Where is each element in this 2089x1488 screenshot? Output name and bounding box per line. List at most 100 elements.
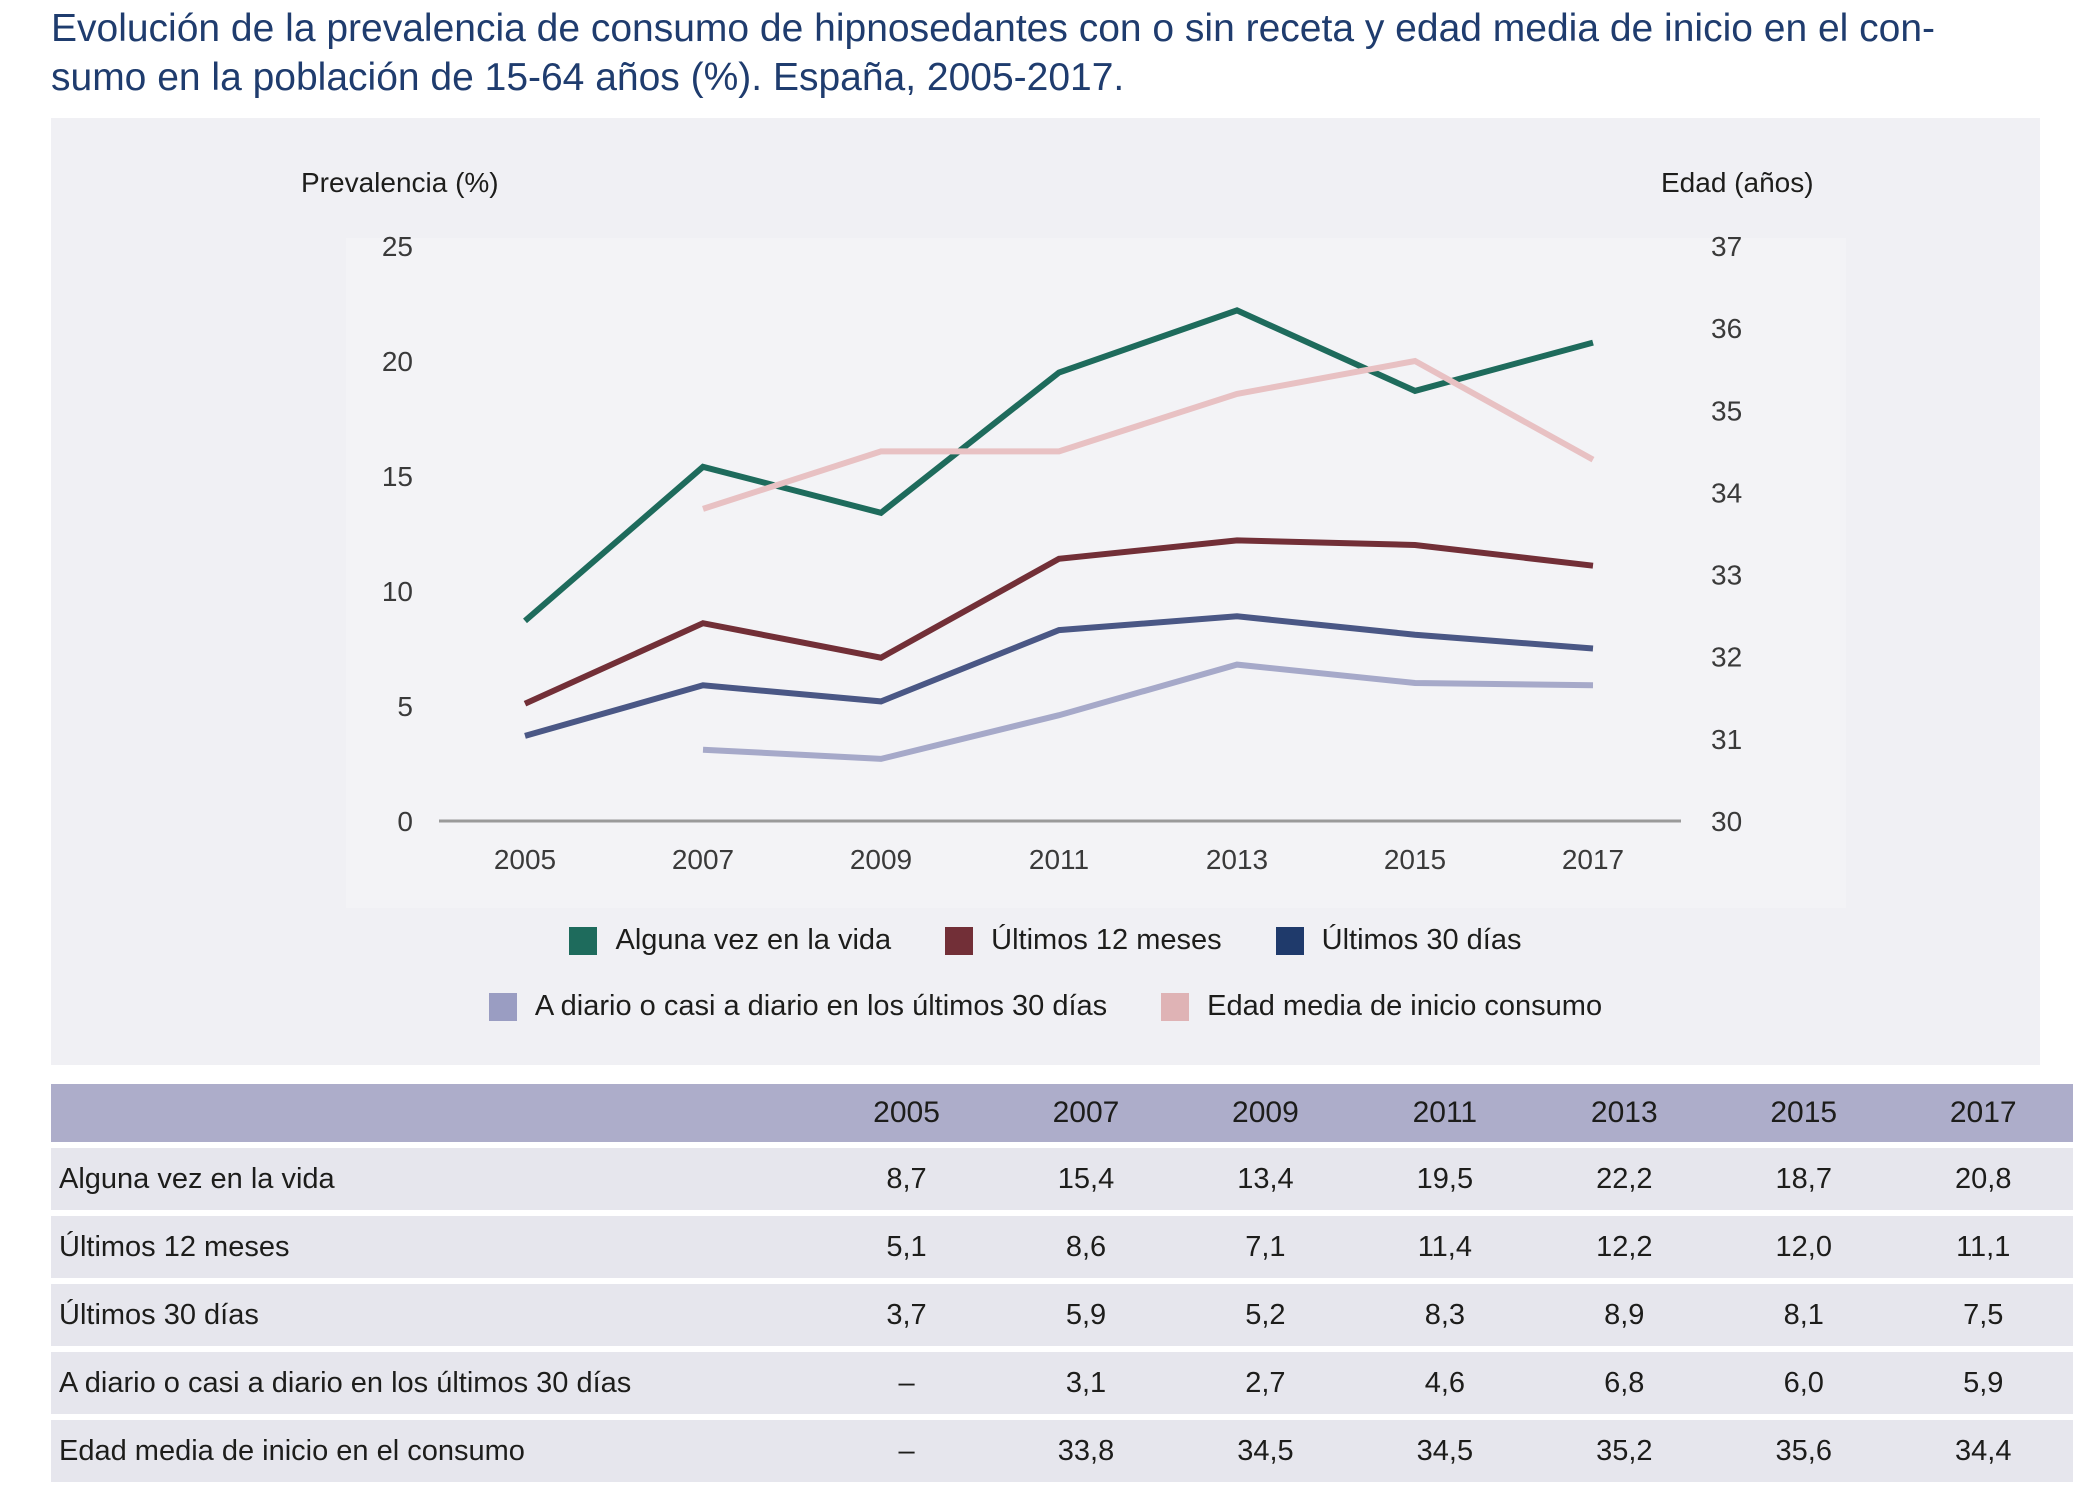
- table-cell: 5,1: [816, 1216, 997, 1278]
- legend-label: Últimos 30 días: [1321, 924, 1522, 956]
- legend-item: A diario o casi a diario en los últimos …: [488, 990, 1108, 1023]
- y-tick-left: 0: [397, 806, 413, 837]
- table-cell: –: [816, 1352, 997, 1414]
- legend-swatch: [569, 926, 598, 955]
- table-cell: 19,5: [1355, 1148, 1535, 1210]
- data-table: 2005 2007 2009 2011 2013 2015 2017 Alguna vez …: [51, 1078, 2073, 1488]
- chart-title: Evolución de la prevalencia de consumo d…: [51, 4, 2061, 102]
- table-header-year: 2011: [1355, 1084, 1535, 1142]
- x-tick: 2011: [1029, 844, 1089, 875]
- table-cell: 34,5: [1355, 1420, 1535, 1482]
- table-cell: 33,8: [996, 1420, 1176, 1482]
- y-tick-left: 15: [382, 461, 413, 492]
- table-row-label: Edad media de inicio en el consumo: [51, 1420, 817, 1482]
- table-cell: 22,2: [1534, 1148, 1715, 1210]
- x-tick: 2007: [672, 844, 734, 875]
- table-cell: 5,9: [996, 1284, 1176, 1346]
- table-cell: 11,4: [1355, 1216, 1535, 1278]
- plot-background: [346, 238, 1846, 908]
- legend-swatch: [1275, 926, 1304, 955]
- series-line-1: [523, 307, 1594, 624]
- table-row: Edad media de inicio en el consumo –33,8 3…: [51, 1420, 2073, 1482]
- table-row: Últimos 12 meses 5,1 8,6 7,1 11,4 12,2 12,0 11,…: [51, 1216, 2073, 1278]
- table-cell: 11,1: [1893, 1216, 2073, 1278]
- y-tick-left: 25: [382, 231, 413, 262]
- series-line-3: [524, 613, 1594, 739]
- table-row-label: A diario o casi a diario en los últimos …: [51, 1352, 817, 1414]
- table-header-year: 2015: [1714, 1084, 1894, 1142]
- table-row-label: Últimos 30 días: [51, 1284, 817, 1346]
- table-header-year: 2013: [1534, 1084, 1715, 1142]
- table-cell: 12,0: [1714, 1216, 1894, 1278]
- table-header-corner: [51, 1084, 817, 1142]
- series-line-2: [523, 537, 1594, 707]
- legend-item: Últimos 12 meses: [945, 924, 1222, 957]
- x-tick: 2013: [1206, 844, 1268, 875]
- table-cell: 35,2: [1534, 1420, 1715, 1482]
- y-tick-right: 35: [1711, 395, 1742, 426]
- y-tick-right: 32: [1711, 642, 1742, 673]
- y-tick-right: 33: [1711, 560, 1742, 591]
- legend-item: Últimos 30 días: [1275, 924, 1522, 957]
- table-header-year: 2009: [1175, 1084, 1356, 1142]
- chart-panel: Prevalencia (%) Edad (años) 0 5 10 15 20 25 3…: [51, 118, 2040, 1065]
- legend-swatch: [1161, 992, 1190, 1021]
- legend-label: Alguna vez en la vida: [615, 924, 892, 956]
- y-tick-right: 37: [1711, 231, 1742, 262]
- legend-swatch: [488, 992, 517, 1021]
- table-cell: 18,7: [1714, 1148, 1894, 1210]
- table-header-year: 2017: [1893, 1084, 2073, 1142]
- x-tick: 2009: [850, 844, 912, 875]
- y-tick-right: 31: [1711, 724, 1742, 755]
- y-tick-right: 34: [1711, 477, 1742, 508]
- table-cell: 34,4: [1893, 1420, 2073, 1482]
- table-cell: 12,2: [1534, 1216, 1715, 1278]
- table-header-row: 2005 2007 2009 2011 2013 2015 2017: [51, 1084, 2073, 1142]
- table-row-label: Alguna vez en la vida: [51, 1148, 817, 1210]
- x-tick: 2017: [1562, 844, 1624, 875]
- x-axis-ticks: 2005 2007 2009 2011 2013 2015 2017: [494, 844, 1624, 875]
- x-tick: 2005: [494, 844, 556, 875]
- table-cell: 8,7: [816, 1148, 997, 1210]
- table-header-year: 2007: [996, 1084, 1176, 1142]
- legend-item: Alguna vez en la vida: [569, 924, 891, 957]
- table-row: A diario o casi a diario en los últimos …: [51, 1352, 2073, 1414]
- legend-label: A diario o casi a diario en los últimos …: [534, 990, 1108, 1022]
- table-cell: 3,1: [996, 1352, 1176, 1414]
- legend-label: Edad media de inicio consumo: [1207, 990, 1603, 1022]
- table-cell: 8,1: [1714, 1284, 1894, 1346]
- y-tick-left: 5: [397, 691, 413, 722]
- table-cell: 6,0: [1714, 1352, 1894, 1414]
- y-tick-right: 36: [1711, 313, 1742, 344]
- legend-label: Últimos 12 meses: [991, 924, 1222, 956]
- table-cell: 2,7: [1175, 1352, 1356, 1414]
- y-axis-left-ticks: 0 5 10 15 20 25: [382, 231, 413, 837]
- table-row-label: Últimos 12 meses: [51, 1216, 817, 1278]
- table-cell: 13,4: [1175, 1148, 1356, 1210]
- table-cell: 7,1: [1175, 1216, 1356, 1278]
- table-header-year: 2005: [816, 1084, 997, 1142]
- table-cell: 7,5: [1893, 1284, 2073, 1346]
- table-row: Últimos 30 días 3,7 5,9 5,2 8,3 8,9 8,1 7,5: [51, 1284, 2073, 1346]
- table-cell: 5,9: [1893, 1352, 2073, 1414]
- y-tick-left: 20: [382, 346, 413, 377]
- y-axis-right-ticks: 30 31 32 33 34 35 36 37: [1711, 231, 1742, 837]
- legend-row-1: Alguna vez en la vida Últimos 12 meses Últ…: [51, 924, 2040, 957]
- chart-title-line-2: sumo en la población de 15-64 años (%). …: [51, 56, 1125, 99]
- series-lines: [523, 307, 1595, 762]
- table-body: Alguna vez en la vida 8,7 15,4 13,4 19,5 22,2…: [51, 1148, 2073, 1482]
- table-cell: –: [816, 1420, 997, 1482]
- table-cell: 35,6: [1714, 1420, 1894, 1482]
- y-tick-left: 10: [382, 576, 413, 607]
- legend-row-2: A diario o casi a diario en los últimos …: [51, 990, 2040, 1023]
- table-cell: 20,8: [1893, 1148, 2073, 1210]
- table-cell: 3,7: [816, 1284, 997, 1346]
- table-cell: 8,6: [996, 1216, 1176, 1278]
- line-chart: Prevalencia (%) Edad (años) 0 5 10 15 20 25 3…: [301, 167, 1846, 908]
- legend-item: Edad media de inicio consumo: [1161, 990, 1602, 1023]
- y-axis-left-label: Prevalencia (%): [301, 167, 499, 198]
- legend-swatch: [945, 926, 974, 955]
- table-cell: 8,9: [1534, 1284, 1715, 1346]
- series-line-5: [702, 357, 1595, 512]
- table-cell: 34,5: [1175, 1420, 1356, 1482]
